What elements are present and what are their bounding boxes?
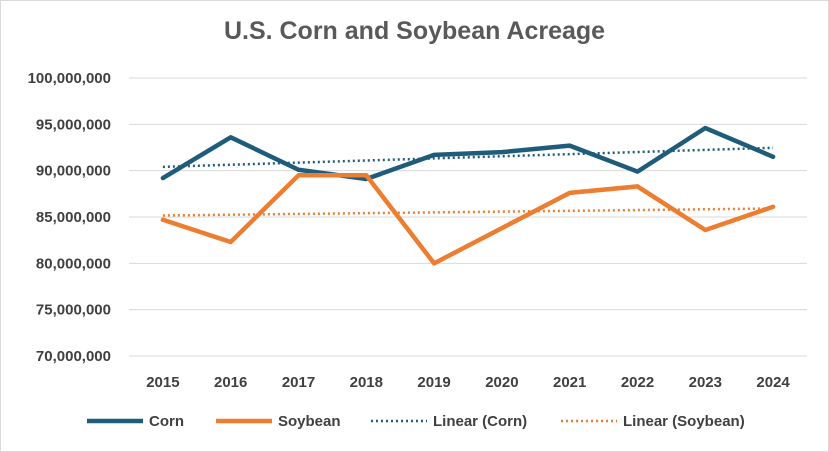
series-line-soybean bbox=[160, 173, 776, 266]
x-tick-label: 2020 bbox=[485, 374, 518, 391]
x-tick-label: 2015 bbox=[146, 374, 179, 391]
trendline-soybean bbox=[162, 207, 774, 217]
y-tick-label: 85,000,000 bbox=[36, 209, 111, 226]
y-tick-label: 95,000,000 bbox=[36, 116, 111, 133]
series-line-corn bbox=[160, 125, 776, 182]
x-tick-label: 2016 bbox=[214, 374, 247, 391]
legend-label: Linear (Soybean) bbox=[623, 413, 745, 430]
y-tick-label: 90,000,000 bbox=[36, 163, 111, 180]
x-tick-label: 2018 bbox=[350, 374, 383, 391]
x-tick-label: 2017 bbox=[282, 374, 315, 391]
trendline-corn bbox=[162, 146, 774, 169]
x-tick-label: 2024 bbox=[756, 374, 790, 391]
x-tick-label: 2023 bbox=[689, 374, 722, 391]
x-tick-label: 2021 bbox=[553, 374, 586, 391]
x-tick-label: 2022 bbox=[621, 374, 654, 391]
y-tick-label: 70,000,000 bbox=[36, 348, 111, 365]
legend-label: Corn bbox=[149, 413, 184, 430]
y-tick-label: 80,000,000 bbox=[36, 255, 111, 272]
legend-label: Soybean bbox=[278, 413, 341, 430]
chart-title: U.S. Corn and Soybean Acreage bbox=[223, 17, 606, 45]
legend-label: Linear (Corn) bbox=[433, 413, 527, 430]
x-tick-label: 2019 bbox=[417, 374, 450, 391]
y-tick-label: 75,000,000 bbox=[36, 302, 111, 319]
y-tick-label: 100,000,000 bbox=[28, 70, 111, 87]
